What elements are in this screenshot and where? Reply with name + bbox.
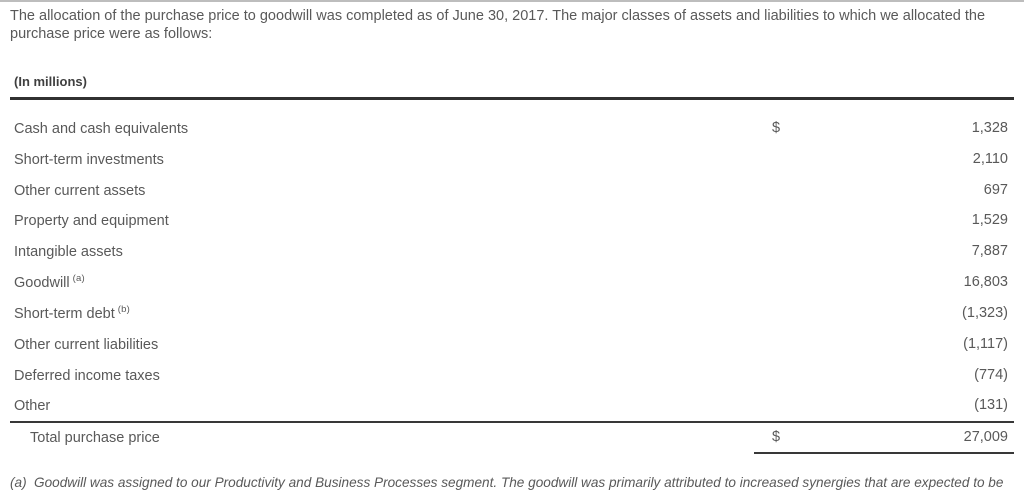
row-label: Goodwill: [14, 274, 70, 291]
amount-cell: 2,110: [754, 151, 1014, 167]
row-label: Intangible assets: [14, 244, 123, 261]
row-label: Cash and cash equivalents: [14, 120, 189, 137]
amount-cell: (774): [754, 367, 1014, 383]
intro-paragraph: The allocation of the purchase price to …: [10, 8, 986, 42]
table-row: Other current assets 697: [10, 175, 1014, 206]
footnote: (a) Goodwill was assigned to our Product…: [10, 475, 1014, 491]
table-row: Deferred income taxes (774): [10, 360, 1014, 391]
amount-cell: (1,117): [754, 336, 1014, 352]
table-total-row: Total purchase price $ 27,009: [10, 421, 1014, 455]
row-value: (131): [974, 397, 1008, 414]
amount-cell: $ 1,328: [754, 120, 1014, 136]
row-superscript: (a): [72, 273, 85, 285]
row-label: Deferred income taxes: [14, 367, 160, 384]
row-label: Total purchase price: [30, 430, 160, 447]
amount-cell: 7,887: [754, 243, 1014, 259]
row-label: Short-term debt: [14, 305, 115, 322]
table-row: Intangible assets 7,887: [10, 236, 1014, 267]
row-value: 27,009: [963, 428, 1008, 445]
row-value: 1,529: [971, 212, 1008, 229]
row-value: (1,117): [963, 335, 1008, 352]
row-label: Short-term investments: [14, 151, 164, 168]
amount-cell: $ 27,009: [754, 429, 1014, 445]
table-row: Short-term investments 2,110: [10, 144, 1014, 175]
row-value: (1,323): [962, 304, 1008, 321]
amount-cell: 1,529: [754, 212, 1014, 228]
row-value: (774): [974, 366, 1008, 383]
table-row: Other (131): [10, 390, 1014, 422]
table-row: Cash and cash equivalents $ 1,328: [10, 100, 1014, 144]
row-superscript: (b): [117, 303, 130, 315]
footnote-marker: (a): [10, 475, 27, 491]
row-label: Other: [14, 398, 51, 415]
table-header-rule: [10, 97, 1014, 100]
footnotes-section: (a) Goodwill was assigned to our Product…: [10, 475, 1014, 491]
units-label: (In millions): [14, 74, 87, 89]
row-value: 16,803: [963, 274, 1008, 291]
row-value: 697: [983, 181, 1008, 198]
table-row: Property and equipment 1,529: [10, 205, 1014, 236]
amount-cell: (131): [754, 397, 1014, 413]
row-value: 2,110: [972, 150, 1008, 167]
amount-cell: 16,803: [754, 274, 1014, 290]
row-value: 7,887: [971, 243, 1008, 260]
table-body: Cash and cash equivalents $ 1,328 Short-…: [10, 100, 1014, 455]
row-value: 1,328: [971, 119, 1008, 136]
table-row: Goodwill (a) 16,803: [10, 267, 1014, 298]
table-row: Other current liabilities (1,117): [10, 329, 1014, 360]
row-label: Other current liabilities: [14, 336, 159, 353]
footnote-text: Goodwill was assigned to our Productivit…: [34, 475, 1004, 491]
row-label: Property and equipment: [14, 213, 169, 230]
table-row: Short-term debt (b) (1,323): [10, 298, 1014, 329]
currency-symbol: $: [772, 119, 781, 136]
purchase-price-allocation-table: Cash and cash equivalents $ 1,328 Short-…: [10, 100, 1014, 455]
amount-cell: 697: [754, 182, 1014, 198]
row-label: Other current assets: [14, 182, 146, 199]
amount-cell: (1,323): [754, 305, 1014, 321]
currency-symbol: $: [772, 428, 781, 445]
top-divider: [0, 0, 1024, 2]
